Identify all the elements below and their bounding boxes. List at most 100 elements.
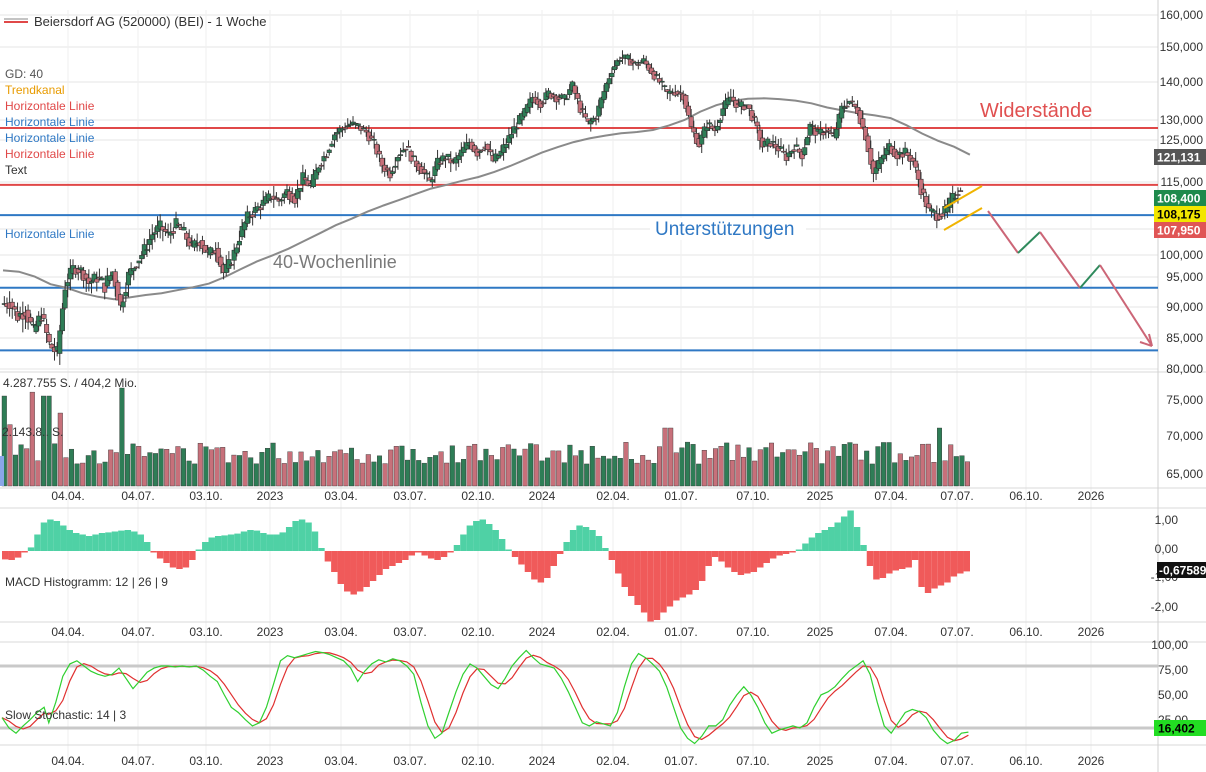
macd-bar	[550, 551, 557, 566]
macd-bar	[828, 527, 835, 551]
macd-bar	[660, 551, 667, 613]
ma-annotation[interactable]: 40-Wochenlinie	[273, 252, 397, 272]
macd-bar	[473, 521, 480, 551]
x-tick-label: 2024	[529, 489, 556, 503]
volume-bar	[757, 449, 763, 487]
x-tick-label: 02.04.	[596, 489, 629, 503]
volume-bar	[388, 449, 394, 487]
candle-body	[316, 167, 322, 173]
price-projection[interactable]	[987, 210, 1153, 347]
volume-bar	[500, 447, 506, 487]
macd-bar	[247, 530, 254, 551]
candle-body	[746, 104, 752, 109]
candle-body	[659, 80, 665, 83]
x-tick-label: 04.04.	[51, 489, 84, 503]
macd-bar	[486, 524, 493, 551]
legend-item-hline-3[interactable]: Horizontale Linie	[5, 131, 95, 145]
macd-bar	[524, 551, 532, 572]
volume-bar	[545, 457, 551, 487]
volume-bar	[881, 442, 887, 487]
macd-bar	[602, 548, 609, 551]
candle-body	[361, 127, 367, 130]
projection-segment-0	[987, 210, 1019, 254]
candle-body	[699, 134, 705, 145]
macd-bar	[427, 551, 435, 559]
volume-bar	[12, 454, 18, 487]
x-tick-label: 07.07.	[940, 489, 973, 503]
resistance-annotation[interactable]: Widerstände	[980, 100, 1092, 122]
macd-bar	[531, 551, 538, 580]
macd-bar	[389, 551, 396, 566]
candle-body	[601, 91, 607, 101]
volume-bar	[612, 455, 618, 487]
horizontal-lines[interactable]	[0, 127, 1158, 352]
macd-bar	[273, 534, 280, 551]
macd-bar	[647, 551, 654, 622]
candle-body	[926, 203, 932, 209]
macd-bar	[176, 551, 183, 569]
macd-bar	[950, 551, 958, 577]
legend-item-hline-4[interactable]: Horizontale Linie	[5, 147, 95, 161]
macd-bar	[344, 551, 351, 592]
candle-body	[318, 164, 324, 167]
candle-body	[229, 264, 235, 266]
candle-body	[326, 149, 332, 153]
volume-bar	[158, 448, 164, 487]
macd-bar	[744, 551, 751, 574]
trend-channel[interactable]	[943, 185, 983, 231]
volume-bar	[813, 448, 819, 487]
volume-bar	[550, 450, 556, 487]
x-tick-label: 2024	[529, 754, 556, 768]
volume-bar	[220, 447, 226, 487]
volume-bar	[595, 457, 601, 487]
macd-bar	[782, 551, 790, 554]
candle-body	[503, 144, 509, 149]
candle-body	[429, 179, 435, 183]
candle-body	[725, 97, 731, 106]
macd-bar	[98, 533, 106, 551]
candle-body	[730, 96, 736, 102]
support-annotation[interactable]: Unterstützungen	[655, 219, 794, 240]
volume-bar	[225, 462, 231, 487]
support-annotation-bg	[650, 218, 806, 240]
macd-bar	[750, 551, 758, 572]
volume-bar	[377, 455, 383, 487]
candle-body	[112, 271, 118, 287]
candle-body	[78, 267, 84, 270]
volume-bar	[651, 463, 657, 487]
volume-bar	[141, 456, 147, 487]
volume-bar	[405, 459, 411, 487]
volume-bar	[197, 442, 203, 487]
volume-bar	[892, 462, 898, 487]
macd-bar	[815, 533, 822, 551]
volume-bar	[601, 455, 607, 487]
volume-bar	[113, 452, 119, 487]
x-tick-label: 04.07.	[121, 754, 154, 768]
x-tick-label: 2025	[807, 489, 834, 503]
legend-item-trendkanal[interactable]: Trendkanal	[5, 83, 65, 97]
price-badge	[1154, 222, 1206, 238]
candle-body	[136, 260, 142, 264]
candle-body	[302, 177, 308, 181]
volume-bar	[578, 450, 584, 487]
candle-body	[561, 94, 567, 99]
legend-item-hline-1[interactable]: Horizontale Linie	[5, 99, 95, 113]
candle-body	[273, 197, 279, 199]
legend-item-hline-2[interactable]: Horizontale Linie	[5, 115, 95, 129]
candle-body	[625, 54, 631, 59]
volume-bar	[236, 455, 242, 487]
volume-bar	[416, 460, 422, 487]
candle-body	[281, 193, 287, 198]
macd-bar	[2, 551, 9, 560]
candle-body	[218, 256, 224, 267]
legend-item-text[interactable]: Text	[5, 163, 28, 177]
volume-bar	[517, 455, 523, 487]
volume-bar	[304, 460, 310, 487]
macd-bar	[589, 530, 596, 551]
x-tick-label: 2026	[1078, 625, 1105, 639]
legend-item-gd40[interactable]: GD: 40	[5, 67, 43, 81]
volume-bar	[136, 446, 142, 487]
volume-bar	[690, 444, 696, 487]
volume-bar	[797, 454, 803, 487]
